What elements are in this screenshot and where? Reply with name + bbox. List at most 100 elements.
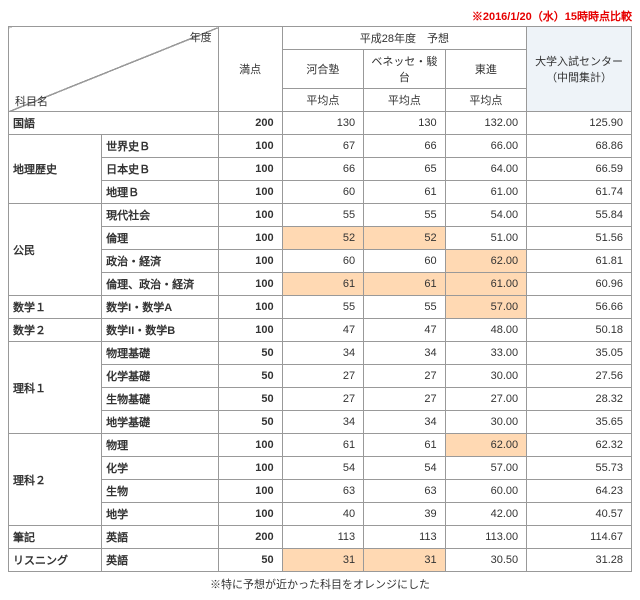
value-cell: 64.23 — [527, 480, 632, 503]
category-cell: 理科２ — [9, 434, 102, 526]
value-cell: 61.81 — [527, 250, 632, 273]
subject-cell: 地学 — [102, 503, 218, 526]
value-cell: 52 — [282, 227, 364, 250]
max-cell: 200 — [218, 112, 282, 135]
subject-cell: 数学II・数学B — [102, 319, 218, 342]
value-cell: 28.32 — [527, 388, 632, 411]
category-cell: 数学２ — [9, 319, 102, 342]
value-cell: 61 — [364, 434, 446, 457]
value-cell: 60 — [282, 181, 364, 204]
value-cell: 63 — [282, 480, 364, 503]
table-row: 筆記英語200113113113.00114.67 — [9, 526, 632, 549]
value-cell: 50.18 — [527, 319, 632, 342]
value-cell: 51.56 — [527, 227, 632, 250]
score-table: 年度 科目名 満点 平成28年度 予想 大学入試センター（中間集計） 河合塾 ベ… — [8, 26, 632, 572]
subject-cell: 地学基礎 — [102, 411, 218, 434]
value-cell: 31.28 — [527, 549, 632, 572]
subject-cell: 数学I・数学A — [102, 296, 218, 319]
max-cell: 100 — [218, 250, 282, 273]
value-cell: 61.00 — [445, 273, 527, 296]
value-cell: 54.00 — [445, 204, 527, 227]
value-cell: 60.96 — [527, 273, 632, 296]
value-cell: 34 — [282, 342, 364, 365]
value-cell: 48.00 — [445, 319, 527, 342]
max-cell: 100 — [218, 227, 282, 250]
value-cell: 62.00 — [445, 250, 527, 273]
value-cell: 60 — [364, 250, 446, 273]
value-cell: 27 — [364, 388, 446, 411]
table-row: 理科２物理100616162.0062.32 — [9, 434, 632, 457]
header-avg: 平均点 — [364, 89, 446, 112]
table-row: 地理Ｂ100606161.0061.74 — [9, 181, 632, 204]
value-cell: 114.67 — [527, 526, 632, 549]
max-cell: 100 — [218, 204, 282, 227]
category-cell: 国語 — [9, 112, 219, 135]
value-cell: 30.00 — [445, 365, 527, 388]
value-cell: 55 — [364, 296, 446, 319]
subject-cell: 生物 — [102, 480, 218, 503]
value-cell: 61.00 — [445, 181, 527, 204]
value-cell: 60.00 — [445, 480, 527, 503]
value-cell: 27 — [282, 388, 364, 411]
category-cell: 理科１ — [9, 342, 102, 434]
value-cell: 61 — [282, 273, 364, 296]
subject-cell: 生物基礎 — [102, 388, 218, 411]
value-cell: 60 — [282, 250, 364, 273]
value-cell: 40 — [282, 503, 364, 526]
max-cell: 200 — [218, 526, 282, 549]
subject-cell: 地理Ｂ — [102, 181, 218, 204]
subject-cell: 現代社会 — [102, 204, 218, 227]
header-subject: 科目名 — [15, 93, 48, 109]
max-cell: 50 — [218, 342, 282, 365]
table-row: 理科１物理基礎50343433.0035.05 — [9, 342, 632, 365]
value-cell: 61 — [364, 273, 446, 296]
value-cell: 34 — [364, 411, 446, 434]
value-cell: 67 — [282, 135, 364, 158]
max-cell: 100 — [218, 158, 282, 181]
value-cell: 55 — [282, 204, 364, 227]
value-cell: 130 — [282, 112, 364, 135]
value-cell: 66.00 — [445, 135, 527, 158]
subject-cell: 物理基礎 — [102, 342, 218, 365]
table-row: 数学２数学II・数学B100474748.0050.18 — [9, 319, 632, 342]
value-cell: 47 — [364, 319, 446, 342]
value-cell: 35.05 — [527, 342, 632, 365]
value-cell: 27.00 — [445, 388, 527, 411]
max-cell: 100 — [218, 480, 282, 503]
value-cell: 113 — [282, 526, 364, 549]
max-cell: 100 — [218, 273, 282, 296]
max-cell: 100 — [218, 296, 282, 319]
value-cell: 54 — [282, 457, 364, 480]
value-cell: 63 — [364, 480, 446, 503]
max-cell: 100 — [218, 181, 282, 204]
table-row: 化学100545457.0055.73 — [9, 457, 632, 480]
subject-cell: 倫理、政治・経済 — [102, 273, 218, 296]
value-cell: 33.00 — [445, 342, 527, 365]
max-cell: 100 — [218, 434, 282, 457]
value-cell: 61 — [282, 434, 364, 457]
value-cell: 47 — [282, 319, 364, 342]
value-cell: 27.56 — [527, 365, 632, 388]
value-cell: 61.74 — [527, 181, 632, 204]
table-row: 地理歴史世界史Ｂ100676666.0068.86 — [9, 135, 632, 158]
max-cell: 100 — [218, 135, 282, 158]
header-avg: 平均点 — [445, 89, 527, 112]
subject-cell: 化学 — [102, 457, 218, 480]
header-forecast: 平成28年度 予想 — [282, 27, 527, 50]
value-cell: 35.65 — [527, 411, 632, 434]
max-cell: 50 — [218, 411, 282, 434]
table-row: 倫理100525251.0051.56 — [9, 227, 632, 250]
value-cell: 64.00 — [445, 158, 527, 181]
table-row: 数学１数学I・数学A100555557.0056.66 — [9, 296, 632, 319]
subject-cell: 世界史Ｂ — [102, 135, 218, 158]
category-cell: リスニング — [9, 549, 102, 572]
value-cell: 52 — [364, 227, 446, 250]
value-cell: 27 — [282, 365, 364, 388]
timestamp-note: ※2016/1/20（水）15時時点比較 — [8, 8, 632, 24]
max-cell: 50 — [218, 365, 282, 388]
category-cell: 筆記 — [9, 526, 102, 549]
value-cell: 42.00 — [445, 503, 527, 526]
value-cell: 40.57 — [527, 503, 632, 526]
value-cell: 56.66 — [527, 296, 632, 319]
value-cell: 27 — [364, 365, 446, 388]
